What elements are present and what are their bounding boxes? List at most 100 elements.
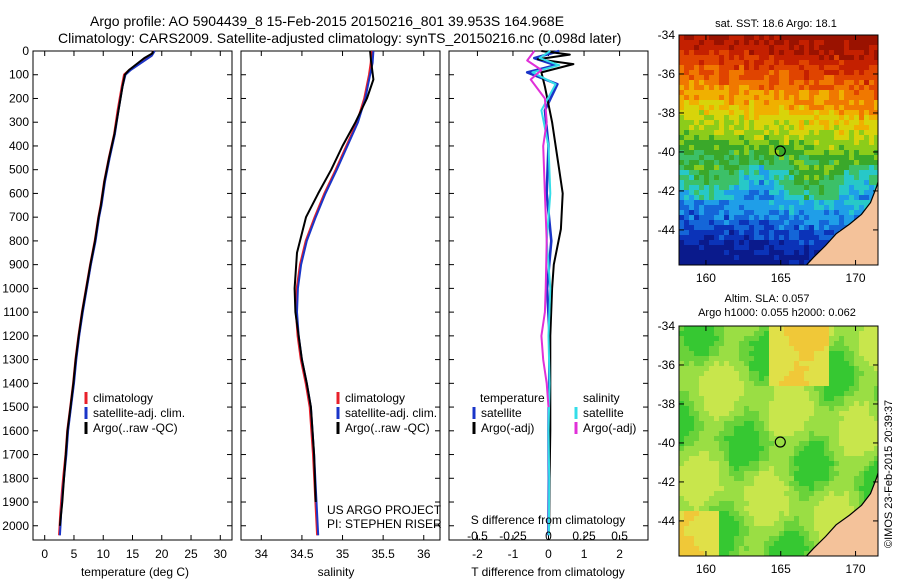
map-cell: [794, 456, 799, 461]
map-cell: [684, 546, 689, 551]
map-cell: [774, 541, 779, 546]
map-cell: [739, 501, 744, 506]
map-cell: [839, 100, 844, 105]
map-cell: [859, 65, 864, 70]
map-cell: [729, 411, 734, 416]
map-cell: [809, 406, 814, 411]
map-cell: [749, 75, 754, 80]
map-cell: [799, 426, 804, 431]
map-cell: [734, 115, 739, 120]
map-cell: [784, 90, 789, 95]
map-cell: [734, 356, 739, 361]
map-cell: [809, 411, 814, 416]
map-cell: [684, 165, 689, 170]
map-cell: [794, 235, 799, 240]
map-cell: [724, 45, 729, 50]
pi-annotation: PI: STEPHEN RISER: [327, 517, 442, 531]
map-cell: [729, 331, 734, 336]
map-cell: [834, 401, 839, 406]
map-cell: [759, 85, 764, 90]
map-cell: [709, 100, 714, 105]
map-cell: [719, 516, 724, 521]
map-cell: [854, 446, 859, 451]
figure-title-line2: Climatology: CARS2009. Satellite-adjuste…: [58, 30, 621, 46]
map-cell: [869, 401, 874, 406]
map-cell: [849, 376, 854, 381]
map-cell: [809, 336, 814, 341]
map-cell: [859, 366, 864, 371]
map-cell: [764, 401, 769, 406]
map-cell: [769, 371, 774, 376]
map-cell: [724, 255, 729, 260]
map-cell: [854, 215, 859, 220]
map-cell: [739, 80, 744, 85]
map-cell: [754, 406, 759, 411]
map-cell: [819, 421, 824, 426]
map-cell: [679, 516, 684, 521]
map-cell: [739, 536, 744, 541]
map-cell: [839, 60, 844, 65]
map-cell: [864, 175, 869, 180]
map-cell: [764, 35, 769, 40]
map-cell: [774, 376, 779, 381]
map-cell: [799, 255, 804, 260]
map-cell: [824, 426, 829, 431]
map-cell: [769, 516, 774, 521]
map-cell: [739, 95, 744, 100]
map-cell: [789, 110, 794, 115]
map-cell: [719, 95, 724, 100]
map-cell: [774, 85, 779, 90]
map-cell: [769, 50, 774, 55]
map-cell: [684, 55, 689, 60]
map-cell: [819, 401, 824, 406]
map-cell: [864, 401, 869, 406]
map-cell: [829, 70, 834, 75]
sst-map-image: [679, 35, 878, 265]
map-cell: [764, 426, 769, 431]
map-cell: [864, 150, 869, 155]
map-cell: [749, 461, 754, 466]
map-cell: [774, 110, 779, 115]
map-cell: [759, 210, 764, 215]
map-cell: [774, 95, 779, 100]
map-cell: [844, 110, 849, 115]
map-cell: [739, 55, 744, 60]
map-cell: [734, 45, 739, 50]
map-cell: [874, 130, 878, 135]
map-cell: [779, 125, 784, 130]
map-cell: [794, 421, 799, 426]
map-cell: [734, 50, 739, 55]
map-cell: [684, 60, 689, 65]
map-cell: [704, 531, 709, 536]
map-cell: [744, 456, 749, 461]
map-cell: [704, 431, 709, 436]
y-tick-label: 400: [9, 139, 29, 153]
map-cell: [714, 446, 719, 451]
map-cell: [714, 356, 719, 361]
map-cell: [704, 516, 709, 521]
map-cell: [694, 100, 699, 105]
map-cell: [684, 331, 689, 336]
map-cell: [834, 80, 839, 85]
map-cell: [874, 160, 878, 165]
map-cell: [814, 185, 819, 190]
map-cell: [864, 356, 869, 361]
map-cell: [794, 341, 799, 346]
map-cell: [829, 230, 834, 235]
map-cell: [734, 531, 739, 536]
map-cell: [789, 476, 794, 481]
map-cell: [839, 471, 844, 476]
map-cell: [684, 170, 689, 175]
map-cell: [769, 481, 774, 486]
map-cell: [689, 110, 694, 115]
map-cell: [814, 220, 819, 225]
map-cell: [859, 431, 864, 436]
map-cell: [819, 100, 824, 105]
plot-frame: [240, 50, 441, 541]
map-cell: [824, 145, 829, 150]
map-cell: [759, 401, 764, 406]
map-cell: [834, 346, 839, 351]
map-cell: [809, 501, 814, 506]
map-cell: [709, 120, 714, 125]
map-cell: [764, 70, 769, 75]
